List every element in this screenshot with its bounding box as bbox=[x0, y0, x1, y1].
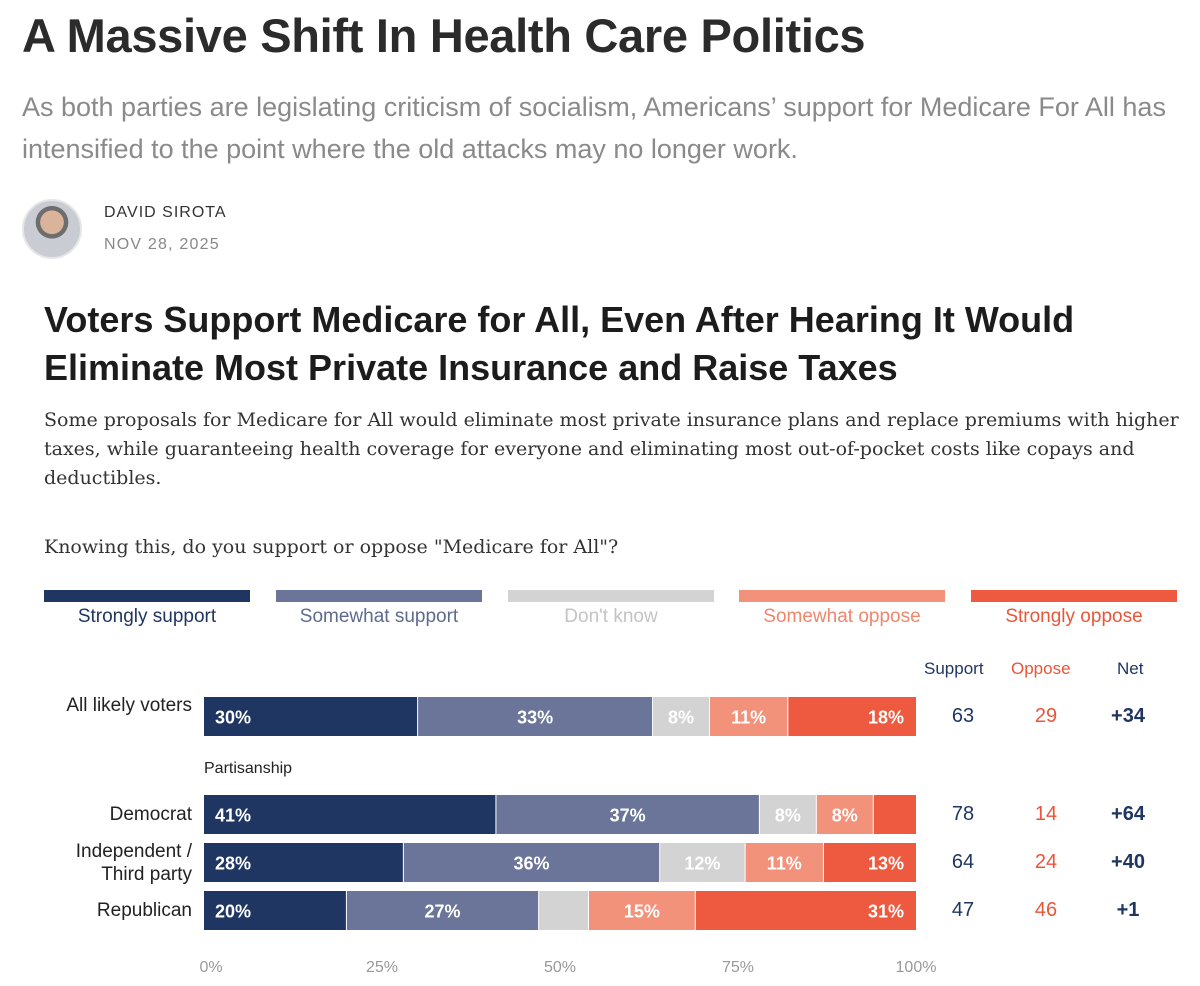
bar-segment-independent-third-party-0 bbox=[204, 843, 404, 882]
oppose-value-democrat: 14 bbox=[1034, 802, 1058, 825]
net-value-republican: +1 bbox=[1116, 898, 1140, 921]
bar-segment-republican-2 bbox=[538, 891, 589, 930]
segment-divider bbox=[744, 843, 746, 882]
net-value-independent-third-party: +40 bbox=[1111, 850, 1145, 873]
bar-segment-independent-third-party-2 bbox=[659, 843, 746, 882]
segment-divider bbox=[538, 891, 540, 930]
chart-title: Voters Support Medicare for All, Even Af… bbox=[44, 299, 1075, 388]
bar-segment-republican-0 bbox=[204, 891, 347, 930]
support-value-democrat: 78 bbox=[951, 802, 975, 825]
bar-label-independent-third-party-4: 13% bbox=[868, 854, 904, 874]
bar-label-independent-third-party-0: 28% bbox=[215, 854, 251, 874]
bar-segment-independent-third-party-4 bbox=[823, 843, 916, 882]
oppose-value-all-likely-voters: 29 bbox=[1034, 704, 1058, 727]
segment-divider bbox=[495, 795, 497, 834]
article-headline: A Massive Shift In Health Care Politics bbox=[22, 9, 866, 62]
group-label-partisanship: Partisanship bbox=[204, 760, 293, 777]
bar-label-all-likely-voters-0: 30% bbox=[215, 708, 251, 728]
author-avatar[interactable] bbox=[22, 199, 82, 259]
oppose-value-independent-third-party: 24 bbox=[1034, 850, 1058, 873]
x-tick-label: 50% bbox=[544, 959, 576, 976]
column-header-net: Net bbox=[1117, 659, 1144, 678]
article-subhead: As both parties are legislating criticis… bbox=[22, 92, 1166, 164]
bar-label-all-likely-voters-4: 18% bbox=[868, 708, 904, 728]
bar-segment-republican-3 bbox=[588, 891, 696, 930]
legend-swatch-don-t-know bbox=[508, 590, 714, 602]
legend-label-somewhat-support: Somewhat support bbox=[299, 606, 459, 627]
segment-divider bbox=[709, 697, 711, 736]
bar-label-all-likely-voters-2: 8% bbox=[668, 708, 694, 728]
segment-divider bbox=[659, 843, 661, 882]
bar-label-all-likely-voters-1: 33% bbox=[517, 708, 553, 728]
bar-segment-democrat-4 bbox=[873, 795, 916, 834]
bar-segment-all-likely-voters-4 bbox=[787, 697, 916, 736]
publish-date: NOV 28, 2025 bbox=[104, 236, 220, 253]
x-tick-label: 75% bbox=[722, 959, 754, 976]
segment-divider bbox=[815, 795, 817, 834]
x-tick-label: 0% bbox=[199, 959, 222, 976]
segment-divider bbox=[694, 891, 696, 930]
legend-swatch-strongly-oppose bbox=[971, 590, 1177, 602]
legend-label-strongly-support: Strongly support bbox=[77, 606, 217, 627]
bar-segment-republican-4 bbox=[695, 891, 916, 930]
author-name[interactable]: DAVID SIROTA bbox=[104, 204, 227, 221]
column-header-support: Support bbox=[924, 659, 984, 678]
bar-label-all-likely-voters-3: 11% bbox=[731, 708, 766, 728]
support-value-independent-third-party: 64 bbox=[951, 850, 975, 873]
segment-divider bbox=[758, 795, 760, 834]
legend-swatch-strongly-support bbox=[44, 590, 250, 602]
row-label-republican: Republican bbox=[96, 900, 192, 921]
legend-label-somewhat-oppose: Somewhat oppose bbox=[763, 606, 921, 627]
bar-label-republican-3: 15% bbox=[624, 902, 660, 922]
bar-label-independent-third-party-2: 12% bbox=[684, 854, 720, 874]
legend-swatch-somewhat-oppose bbox=[739, 590, 945, 602]
segment-divider bbox=[787, 697, 789, 736]
bar-label-democrat-1: 37% bbox=[610, 806, 646, 826]
bar-label-republican-0: 20% bbox=[215, 902, 251, 922]
row-label-democrat: Democrat bbox=[109, 804, 192, 825]
bar-label-democrat-2: 8% bbox=[775, 806, 801, 826]
bar-segment-all-likely-voters-0 bbox=[204, 697, 418, 736]
bar-segment-democrat-1 bbox=[495, 795, 760, 834]
bar-segment-independent-third-party-1 bbox=[403, 843, 660, 882]
net-value-all-likely-voters: +34 bbox=[1111, 704, 1145, 727]
row-label-all-likely-voters: All likely voters bbox=[66, 694, 192, 716]
chart-description: Some proposals for Medicare for All woul… bbox=[44, 409, 1179, 489]
legend-label-strongly-oppose: Strongly oppose bbox=[1005, 606, 1143, 627]
segment-divider bbox=[402, 843, 404, 882]
bar-segment-democrat-3 bbox=[816, 795, 874, 834]
chart-question: Knowing this, do you support or oppose "… bbox=[44, 536, 619, 558]
net-value-democrat: +64 bbox=[1111, 802, 1145, 825]
segment-divider bbox=[417, 697, 419, 736]
bar-segment-democrat-2 bbox=[759, 795, 817, 834]
bar-segment-democrat-0 bbox=[204, 795, 496, 834]
x-tick-label: 25% bbox=[366, 959, 398, 976]
bar-segment-republican-1 bbox=[346, 891, 539, 930]
legend-label-don-t-know: Don't know bbox=[564, 606, 658, 627]
bar-label-independent-third-party-3: 11% bbox=[767, 854, 802, 874]
legend-swatch-somewhat-support bbox=[276, 590, 482, 602]
segment-divider bbox=[587, 891, 589, 930]
bar-segment-all-likely-voters-1 bbox=[417, 697, 653, 736]
segment-divider bbox=[345, 891, 347, 930]
support-value-republican: 47 bbox=[951, 898, 975, 921]
segment-divider bbox=[872, 795, 874, 834]
bar-label-democrat-3: 8% bbox=[832, 806, 858, 826]
bar-segment-independent-third-party-3 bbox=[745, 843, 824, 882]
row-label-independent-third-party: Independent / Third party bbox=[75, 840, 192, 885]
segment-divider bbox=[652, 697, 654, 736]
column-header-oppose: Oppose bbox=[1011, 659, 1071, 678]
support-value-all-likely-voters: 63 bbox=[951, 704, 975, 727]
x-tick-label: 100% bbox=[896, 959, 937, 976]
bar-label-republican-4: 31% bbox=[868, 902, 904, 922]
bar-label-democrat-0: 41% bbox=[215, 806, 251, 826]
bar-segment-all-likely-voters-3 bbox=[709, 697, 788, 736]
bar-label-independent-third-party-1: 36% bbox=[514, 854, 550, 874]
oppose-value-republican: 46 bbox=[1034, 898, 1058, 921]
segment-divider bbox=[822, 843, 824, 882]
bar-segment-all-likely-voters-2 bbox=[652, 697, 710, 736]
bar-label-republican-1: 27% bbox=[425, 902, 461, 922]
